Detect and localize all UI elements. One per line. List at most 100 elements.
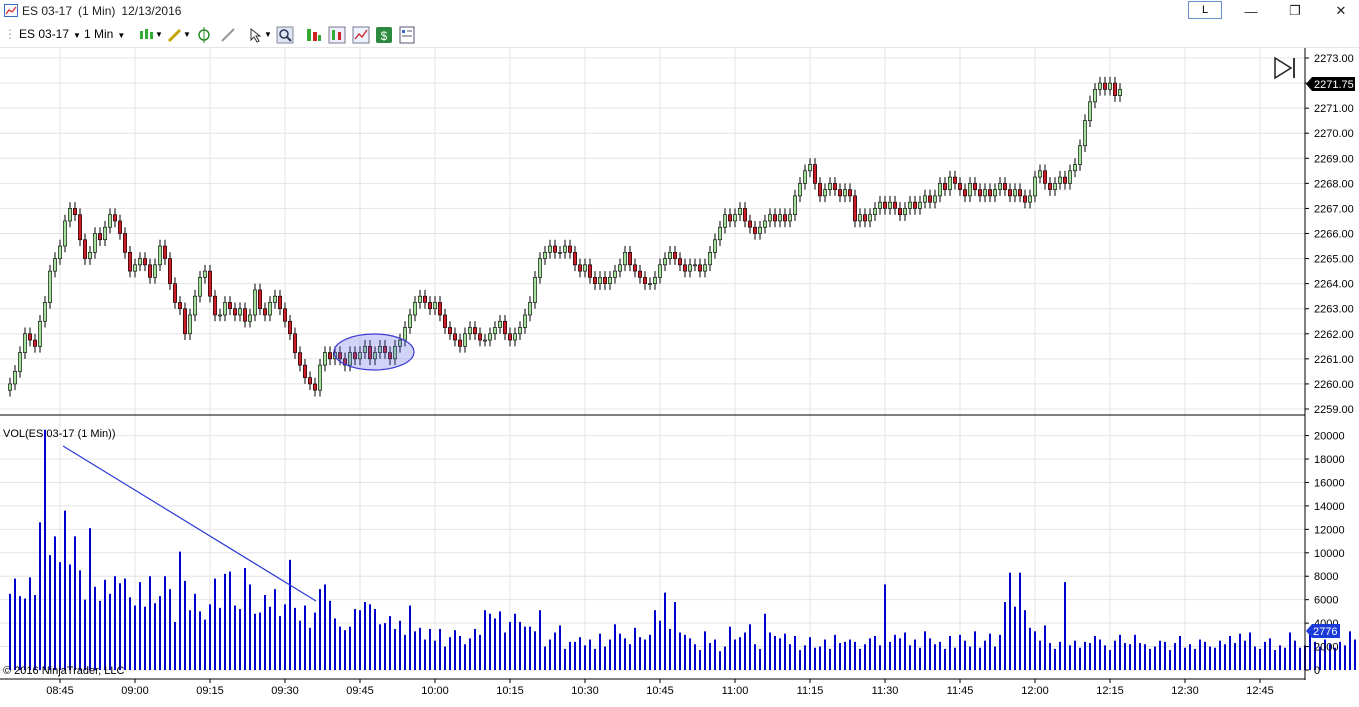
candle-body — [1043, 170, 1048, 184]
volume-tick-label: 16000 — [1314, 477, 1345, 489]
price-tick-label: 2265.00 — [1314, 254, 1354, 266]
candle — [188, 308, 193, 341]
candle-body — [912, 201, 917, 209]
candle — [857, 208, 862, 228]
candle — [557, 246, 562, 259]
zoom-icon[interactable] — [276, 26, 294, 44]
candle-body — [597, 277, 602, 284]
candle — [1048, 177, 1053, 196]
candle-body — [472, 327, 477, 335]
candle — [662, 252, 667, 272]
candle-body — [897, 208, 902, 215]
price-tick-label: 2262.00 — [1314, 329, 1354, 341]
chevron-down-icon[interactable]: ▼ — [183, 30, 191, 39]
select-icon[interactable] — [247, 26, 265, 44]
candle — [547, 239, 552, 259]
properties-icon[interactable] — [398, 26, 416, 44]
candle — [1017, 183, 1022, 203]
candle — [93, 227, 98, 259]
candle — [392, 340, 397, 366]
candle-body — [218, 314, 223, 317]
candle-body — [467, 327, 472, 335]
candle — [922, 189, 927, 209]
candle-body — [83, 239, 88, 259]
candle-body — [812, 164, 817, 184]
time-tick-label: 11:15 — [797, 685, 824, 697]
price-tick-label: 2268.00 — [1314, 178, 1354, 190]
time-tick-label: 11:00 — [722, 685, 749, 697]
candle — [932, 189, 937, 209]
instrument-selector[interactable]: ES 03-17 ▼ — [19, 27, 81, 41]
dollar-icon[interactable]: $ — [375, 26, 393, 44]
layout-button[interactable]: L — [1188, 1, 1222, 19]
volume-tick-label: 8000 — [1314, 571, 1338, 583]
volume-trendline[interactable] — [62, 445, 317, 602]
candle-body — [657, 264, 662, 278]
chart-grid — [0, 48, 1305, 671]
candle — [1118, 83, 1123, 102]
window-title-date: 12/13/2016 — [121, 4, 182, 18]
interval-selector[interactable]: 1 Min ▼ — [84, 27, 125, 41]
candle — [692, 258, 697, 272]
strategies-icon[interactable] — [328, 26, 346, 44]
candle-body — [537, 258, 542, 278]
candle — [193, 289, 198, 322]
play-forward-icon[interactable] — [1274, 56, 1295, 80]
chart-canvas[interactable]: 2259.00 2260.00 2261.00 2262.00 2263.00 2264.… — [0, 48, 1359, 707]
candle — [103, 220, 108, 247]
candle-body — [243, 308, 248, 322]
candle — [382, 340, 387, 359]
candle — [897, 202, 902, 221]
volume-bars — [9, 429, 1356, 670]
candle — [153, 258, 158, 284]
candle-body — [922, 195, 927, 203]
candle — [702, 258, 707, 278]
price-tick-label: 2261.00 — [1314, 354, 1354, 366]
candle-body — [562, 245, 567, 253]
close-button[interactable]: ✕ — [1335, 3, 1347, 18]
minimize-button[interactable]: — — [1244, 3, 1258, 19]
bar-type-icon[interactable] — [138, 26, 156, 44]
candle — [1098, 76, 1103, 96]
candle — [272, 289, 277, 309]
indicators-icon[interactable] — [305, 26, 323, 44]
restore-button[interactable]: ❐ — [1289, 3, 1301, 18]
candle — [862, 208, 867, 228]
candle — [747, 214, 752, 234]
candle-body — [1103, 82, 1108, 90]
candle-body — [542, 252, 547, 259]
volume-tick-label: 20000 — [1314, 431, 1345, 443]
chart-trader-icon[interactable] — [352, 26, 370, 44]
crosshair-icon[interactable] — [195, 26, 213, 44]
volume-tick-label: 14000 — [1314, 501, 1345, 513]
candle-body — [173, 283, 178, 303]
pin-icon[interactable] — [219, 26, 237, 44]
candle — [317, 358, 322, 397]
candle — [98, 227, 103, 247]
candle-body — [827, 183, 832, 190]
candle-body — [1088, 101, 1093, 121]
chevron-down-icon[interactable]: ▼ — [155, 30, 163, 39]
candle-body — [627, 252, 632, 266]
candle — [512, 327, 517, 347]
candle-body — [767, 214, 772, 222]
candle — [927, 189, 932, 209]
candle — [732, 208, 737, 228]
candle-body — [32, 339, 37, 347]
candle-body — [717, 226, 722, 241]
candle-body — [487, 333, 492, 341]
drawing-tools-icon[interactable] — [166, 26, 184, 44]
candle — [727, 208, 732, 228]
consolidation-ellipse[interactable] — [333, 333, 415, 371]
candle — [542, 246, 547, 265]
volume-tick-label: 10000 — [1314, 548, 1345, 560]
last-price-marker: 2271.75 — [1306, 77, 1355, 91]
candle-body — [422, 295, 427, 303]
chevron-down-icon[interactable]: ▼ — [264, 30, 272, 39]
candle-body — [672, 252, 677, 259]
candle-body — [57, 245, 62, 259]
candle-body — [567, 245, 572, 253]
candle-body — [8, 383, 13, 391]
candle-body — [1118, 89, 1123, 96]
candle-body — [617, 264, 622, 272]
